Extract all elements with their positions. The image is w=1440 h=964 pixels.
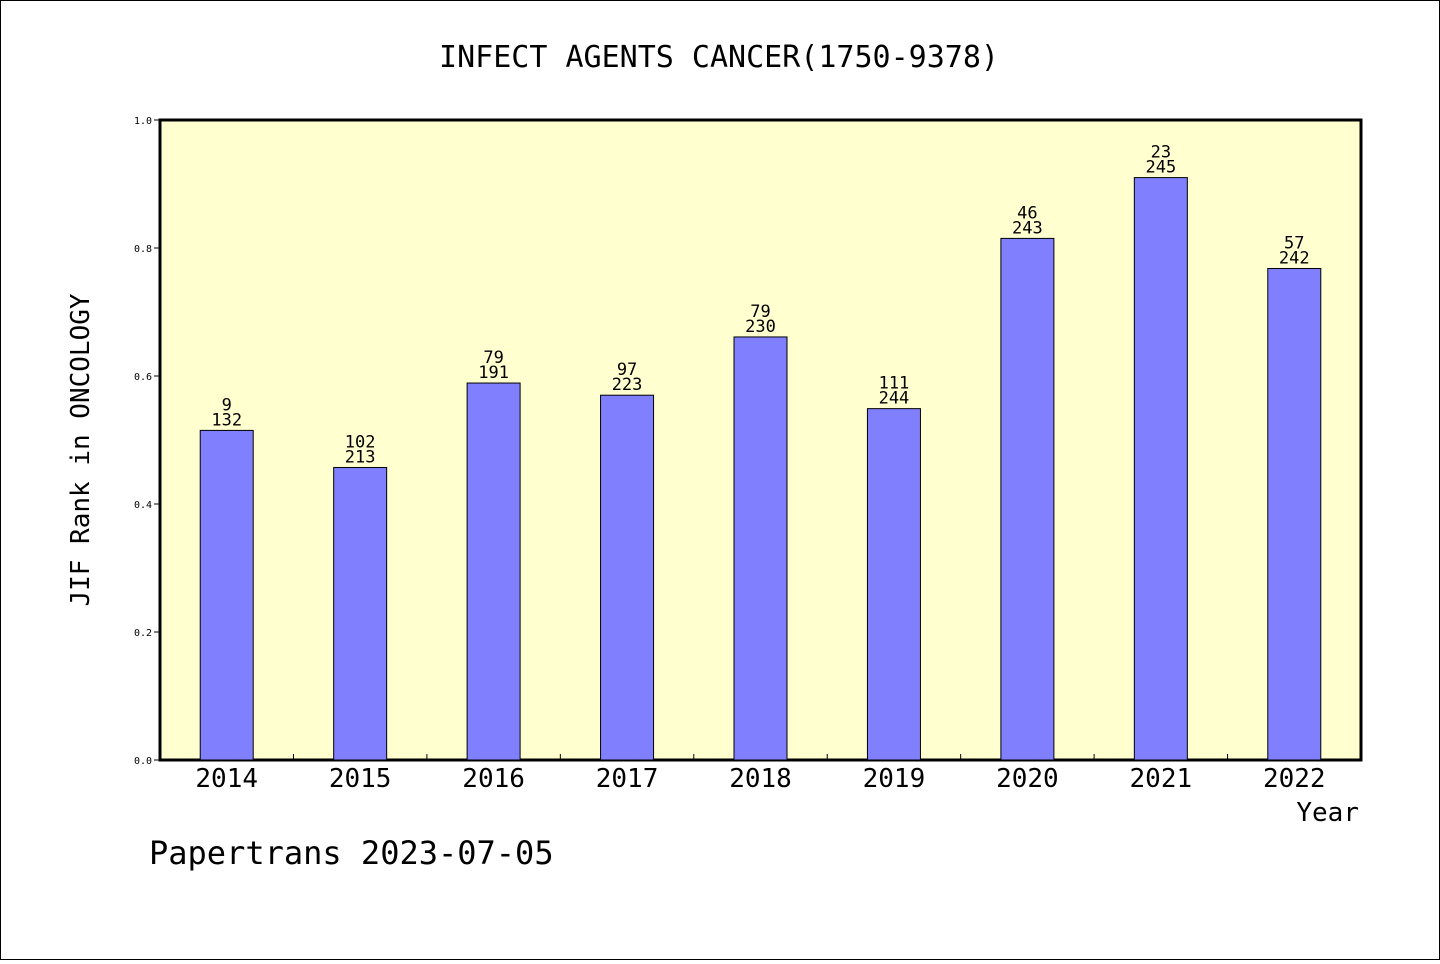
- bar-rank-label: 111: [879, 374, 910, 394]
- x-tick-label: 2019: [863, 764, 926, 794]
- bar-total-label: 243: [1012, 218, 1043, 238]
- x-tick-label: 2017: [596, 764, 659, 794]
- x-tick-label: 2015: [329, 764, 392, 794]
- y-axis: 0.0 0.2 0.4 0.6 0.8 1.0: [134, 116, 160, 767]
- bar-rank-label: 46: [1017, 203, 1037, 223]
- bar-rank-label: 79: [483, 348, 503, 368]
- bar-rank-label: 57: [1284, 233, 1304, 253]
- y-tick-label: 0.2: [134, 628, 152, 639]
- bar-total-label: 242: [1279, 248, 1310, 268]
- bar-rank-label: 23: [1151, 143, 1171, 163]
- x-tick-label: 2014: [195, 764, 258, 794]
- bar-total-label: 223: [612, 375, 643, 395]
- bar-2020: [1000, 237, 1055, 761]
- bar-rank-label: 97: [617, 360, 637, 380]
- bar-rank-label: 9: [222, 395, 232, 415]
- bar-2022: [1267, 267, 1322, 761]
- bar-total-label: 244: [879, 389, 910, 409]
- x-tick-label: 2022: [1263, 764, 1326, 794]
- y-tick-label: 0.0: [134, 756, 152, 767]
- footer-credit: Papertrans 2023-07-05: [149, 834, 554, 872]
- bar-2021: [1133, 177, 1188, 761]
- x-axis-label: Year: [1296, 798, 1359, 828]
- x-tick-label: 2016: [462, 764, 525, 794]
- chart-title: INFECT AGENTS CANCER(1750-9378): [439, 40, 999, 75]
- y-axis-label: JIF Rank in ONCOLOGY: [66, 293, 96, 606]
- bar-2014: [199, 429, 254, 761]
- x-axis: 2014 2015 2016 2017 2018 2019 2020 2021 2022: [195, 754, 1326, 794]
- x-tick-label: 2018: [729, 764, 792, 794]
- bar-2017: [600, 394, 655, 761]
- bar-rank-label: 79: [750, 302, 770, 322]
- bar-total-label: 213: [345, 448, 376, 468]
- bar-2019: [866, 408, 921, 761]
- bar-total-label: 132: [211, 410, 242, 430]
- x-tick-label: 2021: [1130, 764, 1193, 794]
- y-tick-label: 0.6: [134, 372, 152, 383]
- bar-2016: [466, 382, 521, 761]
- y-tick-label: 0.4: [134, 500, 152, 511]
- x-tick-label: 2020: [996, 764, 1059, 794]
- bar-total-label: 191: [478, 363, 509, 383]
- bar-total-label: 245: [1145, 158, 1176, 178]
- bar-rank-label: 102: [345, 433, 376, 453]
- bar-total-label: 230: [745, 317, 776, 337]
- bar-2018: [733, 336, 788, 761]
- y-tick-label: 0.8: [134, 244, 152, 255]
- y-tick-label: 1.0: [134, 116, 152, 127]
- bar-2015: [333, 467, 388, 761]
